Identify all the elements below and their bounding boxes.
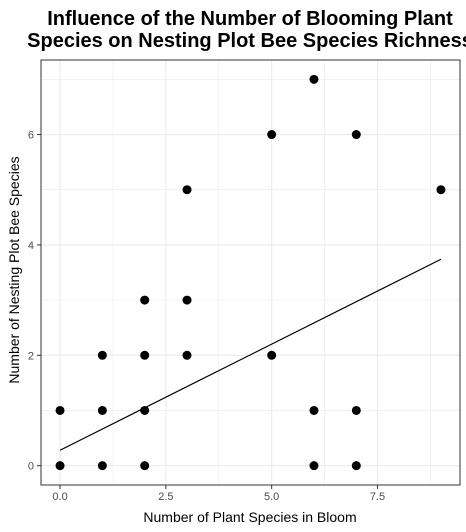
data-point	[97, 350, 107, 360]
x-tick-label: 7.5	[370, 491, 385, 503]
y-axis-label: Number of Nesting Plot Bee Species	[6, 156, 22, 383]
data-point	[351, 405, 361, 415]
data-point	[140, 461, 150, 471]
data-points	[55, 74, 446, 471]
y-tick-label: 4	[28, 240, 34, 252]
data-point	[351, 130, 361, 140]
data-point	[436, 185, 446, 195]
data-point	[182, 185, 192, 195]
x-axis-label: Number of Plant Species in Bloom	[143, 509, 356, 525]
fit-line-group	[59, 258, 442, 451]
data-point	[97, 461, 107, 471]
data-point	[140, 295, 150, 305]
data-point	[97, 405, 107, 415]
chart-title-line-2: Species on Nesting Plot Bee Species Rich…	[27, 30, 466, 52]
y-tick-label: 6	[28, 130, 34, 142]
chart-title-line-1: Influence of the Number of Blooming Plan…	[47, 8, 453, 30]
data-point	[140, 405, 150, 415]
data-point	[55, 461, 65, 471]
data-point	[182, 295, 192, 305]
data-point	[309, 461, 319, 471]
data-point	[267, 130, 277, 140]
data-point	[140, 350, 150, 360]
y-axis-ticks: 0 2 4 6	[28, 130, 41, 473]
x-axis-ticks: 0.0 2.5 5.0 7.5	[52, 485, 385, 503]
data-point	[309, 405, 319, 415]
data-point	[55, 405, 65, 415]
plot-panel-border	[40, 59, 461, 486]
data-point	[351, 461, 361, 471]
y-tick-label: 0	[28, 461, 34, 473]
x-tick-label: 5.0	[264, 491, 279, 503]
x-tick-label: 0.0	[52, 491, 67, 503]
data-point	[182, 350, 192, 360]
y-tick-label: 2	[28, 350, 34, 362]
x-tick-label: 2.5	[158, 491, 173, 503]
grid-lines	[41, 60, 460, 485]
data-point	[309, 74, 319, 84]
regression-line	[59, 258, 442, 451]
data-point	[267, 350, 277, 360]
